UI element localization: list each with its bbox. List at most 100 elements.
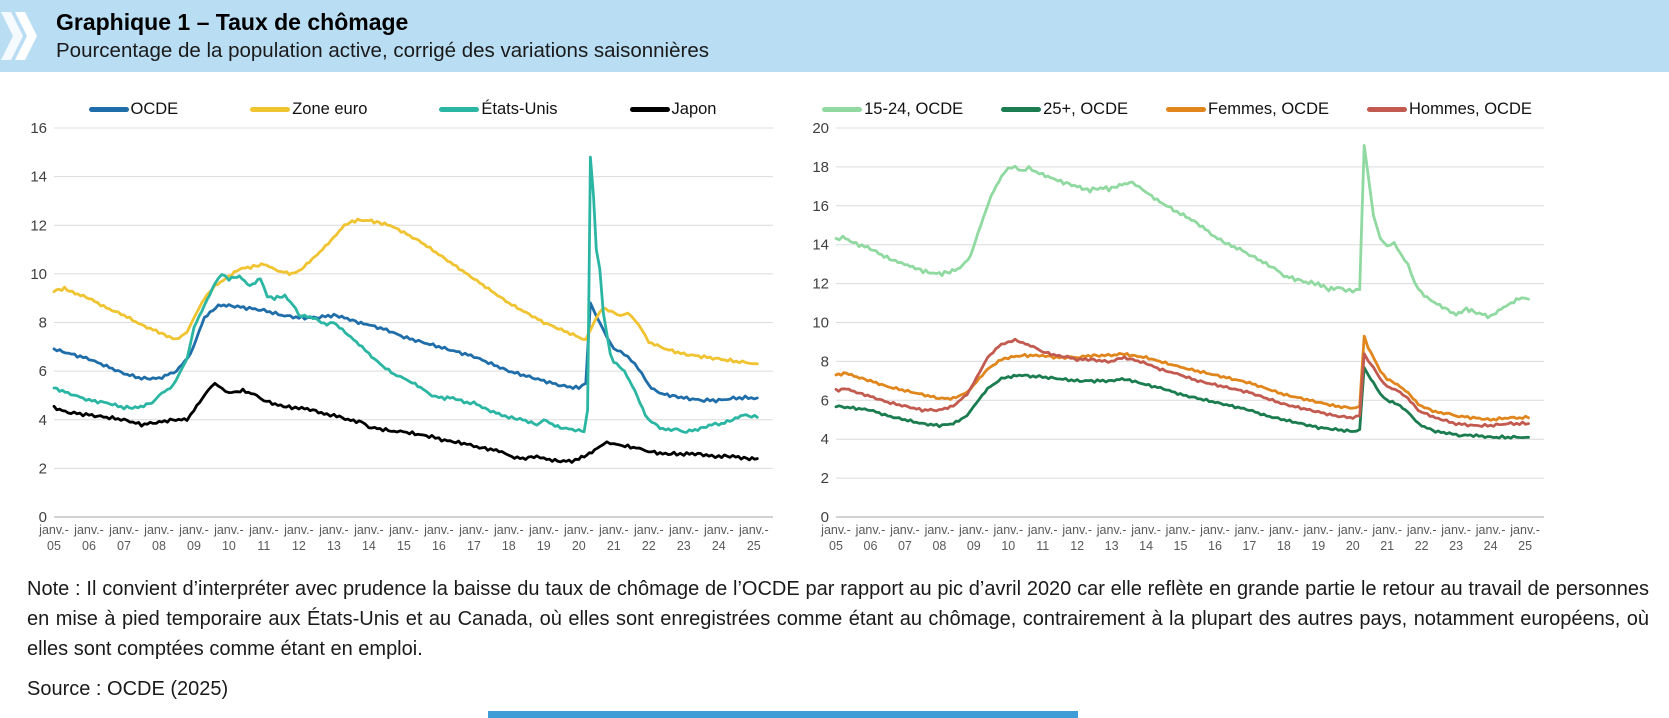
x-tick-month: janv.- [1165,523,1196,537]
x-tick-month: janv.- [820,523,851,537]
x-tick-month: janv.- [248,523,279,537]
x-tick-year: 12 [292,539,306,553]
legend-label: 25+, OCDE [1043,99,1128,118]
x-tick-month: janv.- [703,523,734,537]
y-tick-label: 6 [39,363,47,380]
series-line-Zone-euro [52,217,759,366]
x-tick-month: janv.- [1096,523,1127,537]
x-tick-year: 23 [677,539,691,553]
y-tick-label: 18 [812,159,829,176]
x-tick-month: janv.- [353,523,384,537]
x-tick-month: janv.- [598,523,629,537]
header-text: Graphique 1 – Taux de chômage Pourcentag… [56,7,709,65]
x-tick-month: janv.- [738,523,769,537]
figure-header: Graphique 1 – Taux de chômage Pourcentag… [0,0,1669,72]
x-tick-month: janv.- [633,523,664,537]
x-tick-year: 19 [1311,539,1325,553]
x-tick-year: 11 [1036,539,1049,553]
x-tick-year: 09 [967,539,981,553]
x-tick-month: janv.- [1130,523,1161,537]
series-line-Hommes--OCDE [834,337,1530,428]
y-tick-label: 6 [821,392,829,409]
x-tick-month: janv.- [924,523,955,537]
legend-label: 15-24, OCDE [864,99,964,118]
legend-swatch [1367,106,1408,112]
series-line-Japon [52,381,759,464]
legend-swatch [822,106,863,112]
x-tick-year: 15 [397,539,411,553]
legend-label: Zone euro [292,99,368,118]
y-tick-label: 0 [39,509,47,526]
x-tick-month: janv.- [1509,523,1540,537]
x-tick-year: 11 [257,539,270,553]
x-tick-month: janv.- [1337,523,1368,537]
legend-item: 15-24, OCDE [822,100,963,119]
x-tick-month: janv.- [1027,523,1058,537]
y-tick-label: 2 [821,470,829,487]
legend-right: 15-24, OCDE 25+, OCDE Femmes, OCDE Hommes, … [798,96,1556,122]
x-tick-year: 10 [1001,539,1015,553]
legend-label: Japon [671,99,717,118]
x-tick-month: janv.- [1302,523,1333,537]
x-tick-year: 22 [642,539,656,553]
x-tick-month: janv.- [213,523,244,537]
x-tick-year: 05 [47,539,61,553]
x-tick-year: 13 [327,539,341,553]
x-tick-month: janv.- [528,523,559,537]
series-line--tats-Unis [52,155,759,434]
x-tick-month: janv.- [1475,523,1506,537]
legend-item: Femmes, OCDE [1166,100,1329,119]
x-tick-month: janv.- [108,523,139,537]
x-tick-month: janv.- [1061,523,1092,537]
x-tick-month: janv.- [958,523,989,537]
y-tick-label: 8 [821,353,829,370]
x-tick-month: janv.- [38,523,69,537]
y-tick-label: 16 [30,122,47,137]
x-tick-month: janv.- [143,523,174,537]
chart-unemployment-by-region: OCDE Zone euro États-Unis Japon 0 2 4 6 8 10 12 14… [20,96,785,572]
x-tick-year: 14 [362,539,376,553]
x-tick-year: 21 [1380,539,1394,553]
x-tick-month: janv.- [1268,523,1299,537]
y-tick-label: 12 [812,276,829,293]
y-tick-label: 10 [30,266,47,283]
legend-item: OCDE [88,100,178,119]
x-tick-year: 19 [537,539,551,553]
x-tick-year: 17 [467,539,481,553]
legend-left: OCDE Zone euro États-Unis Japon [20,96,785,122]
y-tick-label: 12 [30,217,47,234]
x-tick-month: janv.- [178,523,209,537]
legend-label: États-Unis [481,99,558,118]
x-tick-year: 22 [1415,539,1429,553]
x-tick-year: 25 [1518,539,1532,553]
x-tick-year: 09 [187,539,201,553]
x-tick-month: janv.- [1199,523,1230,537]
legend-swatch [88,106,129,112]
x-tick-month: janv.- [563,523,594,537]
x-tick-year: 25 [747,539,761,553]
legend-swatch [1001,106,1042,112]
figure-subtitle: Pourcentage de la population active, cor… [56,39,709,62]
x-tick-year: 15 [1174,539,1188,553]
y-tick-label: 8 [39,315,47,332]
x-tick-year: 05 [829,539,843,553]
legend-label: Femmes, OCDE [1208,99,1330,118]
x-tick-month: janv.- [493,523,524,537]
source-text: Source : OCDE (2025) [27,678,229,700]
x-tick-month: janv.- [992,523,1023,537]
x-tick-month: janv.- [668,523,699,537]
y-tick-label: 4 [821,431,829,448]
legend-swatch [629,106,670,112]
y-tick-label: 4 [39,412,47,429]
line-chart-left: 0246810121416janv.-05janv.-06janv.-07jan… [30,120,773,553]
y-tick-label: 20 [812,122,829,137]
x-tick-year: 18 [502,539,516,553]
figure-title: Graphique 1 – Taux de chômage [56,9,409,35]
x-tick-month: janv.- [318,523,349,537]
x-tick-year: 18 [1277,539,1291,553]
legend-swatch [250,106,291,112]
x-tick-year: 20 [1346,539,1360,553]
x-tick-year: 23 [1449,539,1463,553]
note-text: Note : Il convient d’interpréter avec pr… [27,578,1649,660]
